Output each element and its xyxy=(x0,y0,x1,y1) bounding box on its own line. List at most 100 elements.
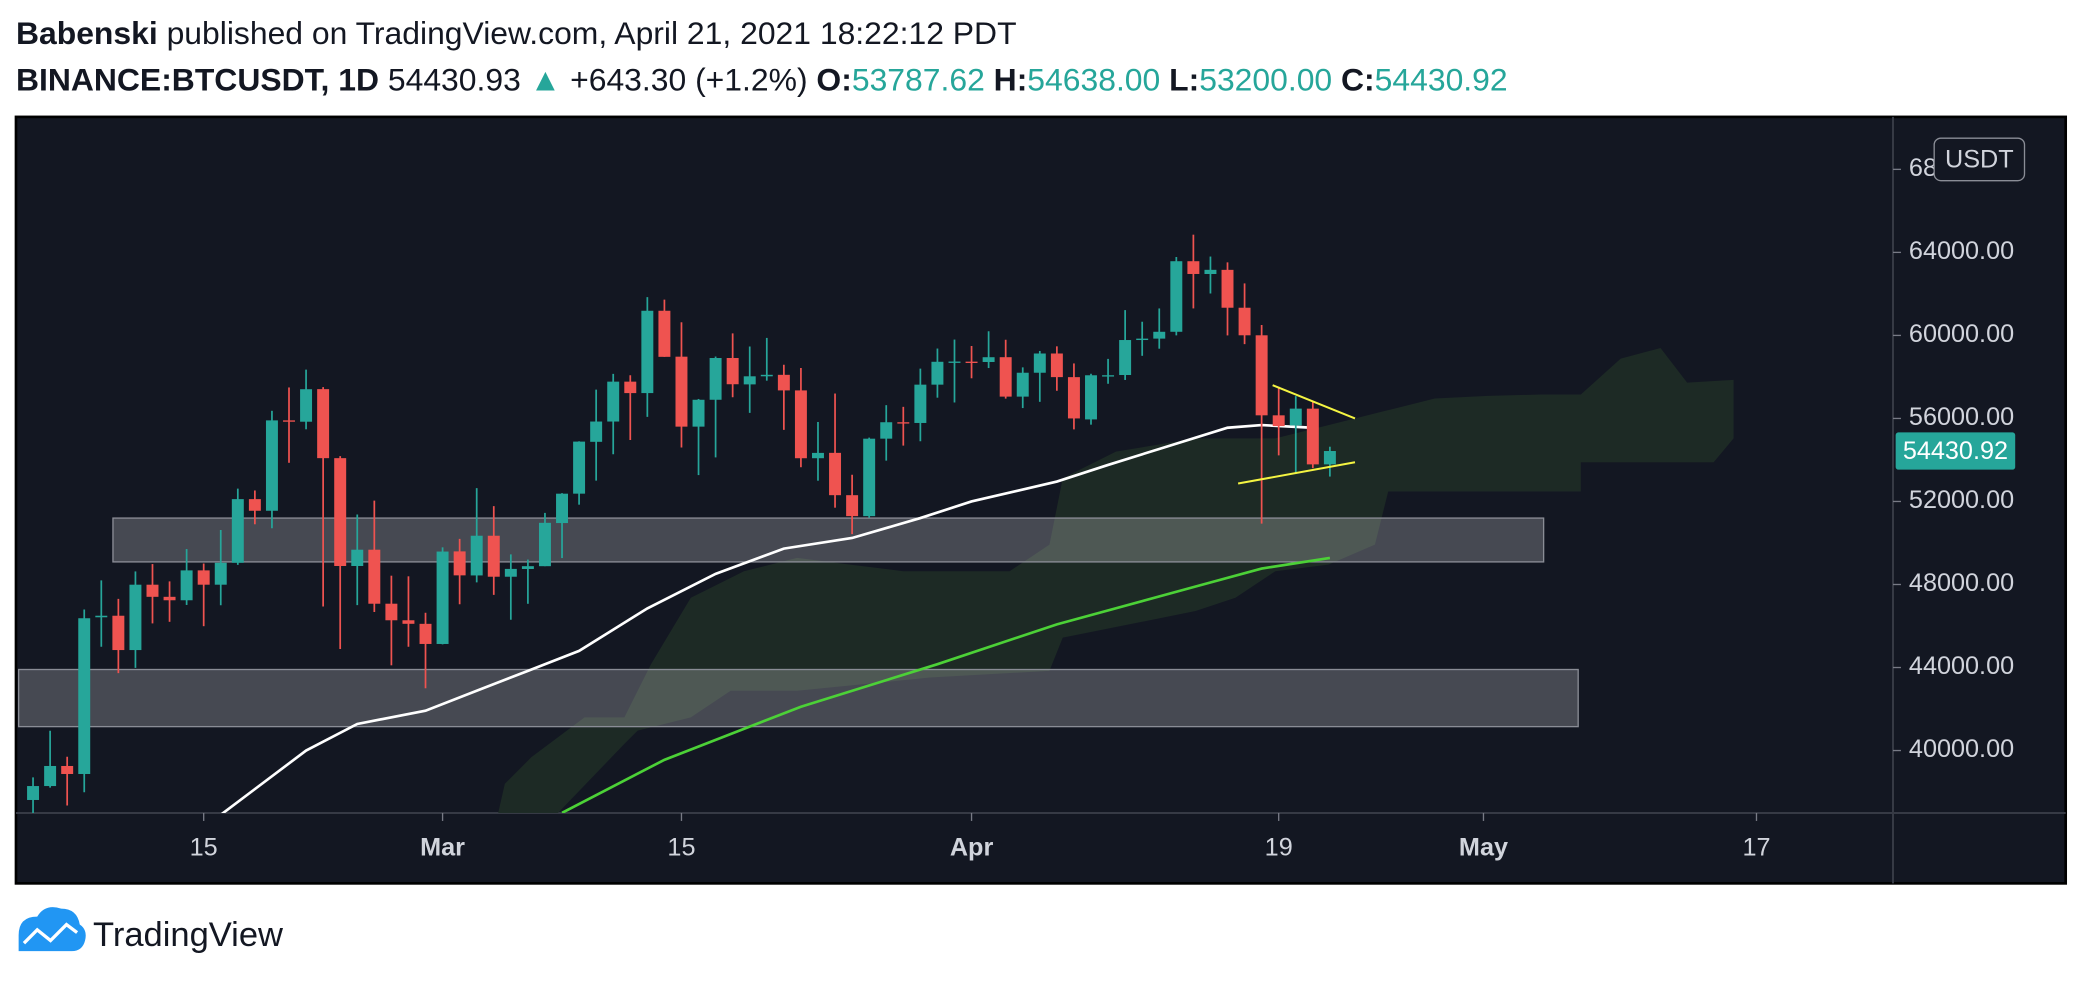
y-tick-label: 40000.00 xyxy=(1909,735,2014,763)
candle-body xyxy=(27,786,40,800)
candle-body xyxy=(1306,408,1319,465)
publish-line: Babenski published on TradingView.com, A… xyxy=(16,15,1017,51)
candle-body xyxy=(248,499,261,511)
candle-body xyxy=(1050,353,1063,378)
candle-body xyxy=(265,420,278,511)
candle-body xyxy=(1238,307,1251,336)
publish-info: published on TradingView.com, April 21, … xyxy=(167,15,1017,51)
candle-body xyxy=(692,399,705,427)
support-zone xyxy=(112,517,1545,563)
y-tick-label: 52000.00 xyxy=(1909,486,2014,514)
candle-body xyxy=(231,499,244,563)
axis-layer: 40000.00 44000.00 48000.00 52000.00 56000.00… xyxy=(190,154,2016,862)
candle-body xyxy=(95,615,108,618)
symbol: BINANCE:BTCUSDT, 1D xyxy=(16,61,379,97)
candle-body xyxy=(965,361,978,363)
candle-body xyxy=(1153,331,1166,339)
candle-body xyxy=(863,438,876,517)
candle-body xyxy=(197,570,210,585)
candle-body xyxy=(607,381,620,422)
candle-body xyxy=(436,551,449,644)
ichimoku-cloud xyxy=(498,348,1734,813)
open-value: 53787.62 xyxy=(852,61,985,97)
logo-cloud xyxy=(18,907,86,952)
candle-body xyxy=(453,551,466,576)
candle-body xyxy=(163,596,176,601)
x-tick-label: Apr xyxy=(950,834,994,862)
arrow: ▲ xyxy=(530,61,562,97)
moving-average xyxy=(220,423,1313,813)
candle-body xyxy=(61,765,74,774)
candle-body xyxy=(931,361,944,385)
candle-body xyxy=(300,389,313,422)
candle-body xyxy=(180,570,193,601)
candle-body xyxy=(334,458,347,566)
candle-body xyxy=(214,562,227,585)
candle-body xyxy=(1289,408,1302,426)
candle-body xyxy=(914,384,927,423)
candle-body xyxy=(538,522,551,567)
change: +643.30 (+1.2%) xyxy=(570,61,807,97)
candle-body xyxy=(675,356,688,427)
candle-body xyxy=(812,452,824,459)
candle-body xyxy=(44,765,57,787)
last-price-box xyxy=(1895,432,2016,470)
candle-body xyxy=(982,357,995,362)
candle-body xyxy=(129,584,142,651)
close-label: C: xyxy=(1341,61,1375,97)
candle-body xyxy=(573,441,586,494)
currency: USDT xyxy=(1945,145,2014,173)
logo-line xyxy=(22,922,79,945)
y-tick-label: 64000.00 xyxy=(1909,237,2014,265)
candle-body xyxy=(317,389,330,459)
candle-body xyxy=(402,620,415,624)
candle-body xyxy=(1067,377,1080,419)
candle-body xyxy=(726,358,739,385)
candle-body xyxy=(948,361,961,363)
candle-body xyxy=(504,568,517,577)
y-tick-label: 56000.00 xyxy=(1909,403,2014,431)
quote-line: BINANCE:BTCUSDT, 1D 54430.93 ▲ +643.30 (… xyxy=(16,61,1508,97)
candle-body xyxy=(1221,269,1234,308)
last-price-label: 54430.92 xyxy=(1903,437,2008,465)
trendline xyxy=(1237,461,1356,485)
x-tick-label: 17 xyxy=(1742,834,1770,862)
candle-body xyxy=(351,549,364,566)
candle-body xyxy=(1272,415,1285,427)
candle-body xyxy=(999,357,1012,397)
y-tick-label: 48000.00 xyxy=(1909,569,2014,597)
series-layer xyxy=(27,234,1336,813)
candle-body xyxy=(1085,375,1097,420)
y-tick-label: 44000.00 xyxy=(1909,652,2014,680)
trendline xyxy=(1272,384,1356,420)
candle-body xyxy=(521,566,534,569)
y-tick-label: 60000.00 xyxy=(1909,320,2014,348)
candle-body xyxy=(709,358,722,400)
candle-body xyxy=(385,603,398,621)
candle-body xyxy=(658,310,671,357)
moving-average xyxy=(561,556,1331,813)
candle-body xyxy=(1136,338,1149,341)
candle-body xyxy=(794,390,807,459)
candle-body xyxy=(1033,353,1046,373)
plot-area xyxy=(17,234,1734,813)
candle-body xyxy=(368,549,381,604)
candle-body xyxy=(1170,261,1183,332)
candle-body xyxy=(146,584,159,597)
price: 54430.93 xyxy=(388,61,521,97)
candle-body xyxy=(1323,451,1336,465)
candle-body xyxy=(641,310,654,394)
currency-badge: USDT xyxy=(1933,137,2026,182)
close-value: 54430.92 xyxy=(1375,61,1508,97)
candle-body xyxy=(1187,261,1200,274)
candle-body xyxy=(743,376,756,385)
candle-body xyxy=(1204,269,1217,275)
candle-body xyxy=(1255,335,1268,416)
candle-body xyxy=(487,535,500,577)
x-tick-label: Mar xyxy=(420,834,465,862)
candle-body xyxy=(590,421,603,442)
candle-body xyxy=(112,615,125,651)
low-label: L: xyxy=(1169,61,1199,97)
